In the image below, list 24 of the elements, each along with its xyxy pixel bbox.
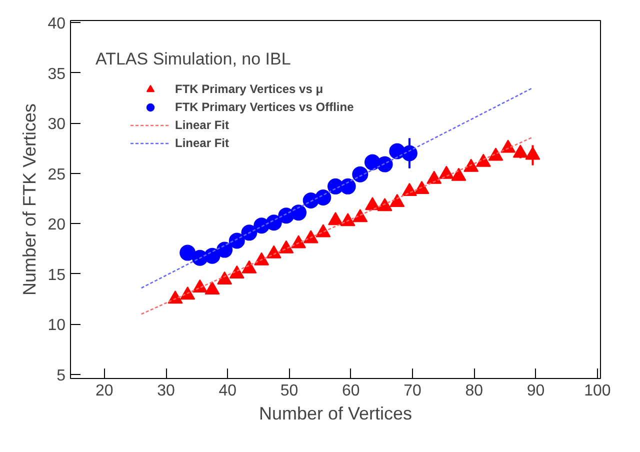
annotation: ATLAS Simulation, no IBL [96, 50, 291, 68]
x-tick-label: 40 [218, 382, 237, 400]
x-tick-label: 100 [584, 382, 611, 400]
x-tick-label: 60 [342, 382, 360, 400]
x-tick-label: 20 [95, 382, 114, 400]
y-tick-label: 25 [48, 166, 66, 184]
legend-label: FTK Primary Vertices vs μ [175, 81, 324, 98]
legend-label: FTK Primary Vertices vs Offline [175, 99, 354, 116]
y-tick-label: 10 [48, 317, 66, 334]
y-axis-title: Number of FTK Vertices [20, 103, 40, 296]
x-tick-label: 50 [280, 382, 298, 400]
legend-label: Linear Fit [175, 117, 230, 134]
x-tick-label: 90 [526, 382, 545, 400]
x-tick-label: 80 [465, 382, 484, 400]
y-tick-label: 35 [48, 66, 66, 83]
y-tick-label: 30 [48, 116, 66, 134]
y-tick-label: 15 [48, 266, 66, 284]
y-tick-label: 20 [48, 216, 66, 234]
y-tick-label: 5 [56, 367, 66, 384]
legend-label: Linear Fit [175, 135, 230, 152]
x-axis-title: Number of Vertices [258, 404, 412, 424]
x-tick-label: 70 [404, 382, 422, 400]
x-tick-label: 30 [157, 382, 176, 400]
y-tick-label: 40 [48, 16, 66, 33]
